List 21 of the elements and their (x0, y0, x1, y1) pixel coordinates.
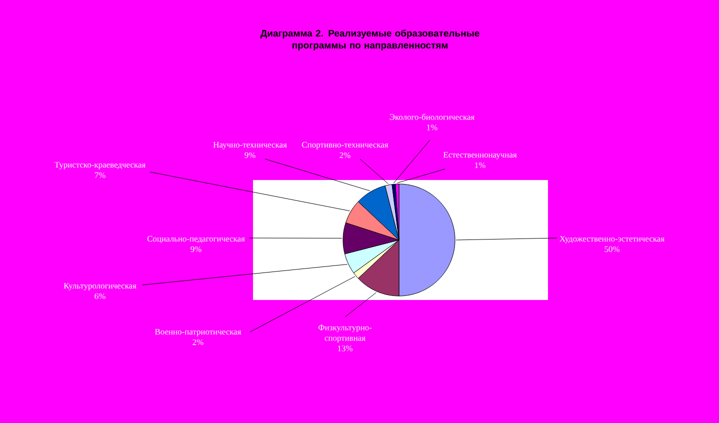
data-label: 6% (94, 293, 106, 300)
slice-label: Военно-патриотическая (155, 328, 242, 336)
slice-label: Физкультурно-спортивная (318, 324, 372, 343)
data-label: 50% (604, 246, 620, 252)
data-label: 9% (244, 152, 256, 158)
slice-label: Культурологическая (64, 282, 136, 290)
slice-label: Художественно-эстетическая (560, 236, 664, 244)
slice-label: Эколого-биологическая (390, 114, 474, 120)
slice-label: Туристско-краеведческая (54, 162, 146, 170)
slice-label: Научно-техническая (213, 142, 287, 150)
slice-label: Естественнонаучная (443, 152, 517, 160)
data-label: 1% (475, 162, 486, 168)
data-label: 1% (427, 124, 438, 130)
slice-label: Социально-педагогическая (147, 236, 245, 244)
slice-label: Спортивно-техническая (302, 142, 388, 150)
data-label: 13% (338, 346, 352, 352)
data-label: 2% (192, 339, 204, 346)
data-label: 2% (340, 152, 350, 158)
data-label: 7% (94, 172, 106, 178)
data-label: 9% (190, 246, 202, 252)
chart-title: Диаграмма 2. Реализуемые образовательные программы по направленностям (260, 30, 480, 50)
